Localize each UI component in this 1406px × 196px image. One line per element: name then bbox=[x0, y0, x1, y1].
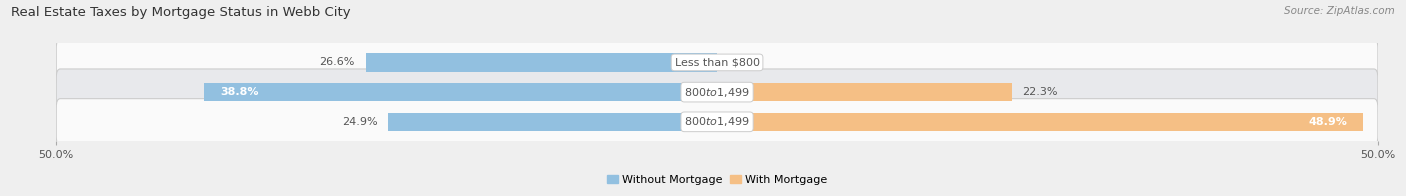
Text: $800 to $1,499: $800 to $1,499 bbox=[685, 115, 749, 128]
Text: 22.3%: 22.3% bbox=[1022, 87, 1057, 97]
Bar bbox=[204, 83, 717, 101]
FancyBboxPatch shape bbox=[56, 39, 1378, 86]
Text: 26.6%: 26.6% bbox=[319, 57, 354, 67]
Bar bbox=[388, 113, 717, 131]
Text: $800 to $1,499: $800 to $1,499 bbox=[685, 86, 749, 99]
Bar bbox=[717, 83, 1012, 101]
Text: 38.8%: 38.8% bbox=[221, 87, 259, 97]
Text: Less than $800: Less than $800 bbox=[675, 57, 759, 67]
Text: 48.9%: 48.9% bbox=[1309, 117, 1347, 127]
Bar bbox=[366, 53, 717, 72]
FancyBboxPatch shape bbox=[56, 69, 1378, 115]
Text: Source: ZipAtlas.com: Source: ZipAtlas.com bbox=[1284, 6, 1395, 16]
Text: 24.9%: 24.9% bbox=[342, 117, 377, 127]
Text: Real Estate Taxes by Mortgage Status in Webb City: Real Estate Taxes by Mortgage Status in … bbox=[11, 6, 352, 19]
FancyBboxPatch shape bbox=[56, 99, 1378, 145]
Bar bbox=[717, 113, 1364, 131]
Text: 0.0%: 0.0% bbox=[728, 57, 756, 67]
Legend: Without Mortgage, With Mortgage: Without Mortgage, With Mortgage bbox=[602, 171, 832, 190]
